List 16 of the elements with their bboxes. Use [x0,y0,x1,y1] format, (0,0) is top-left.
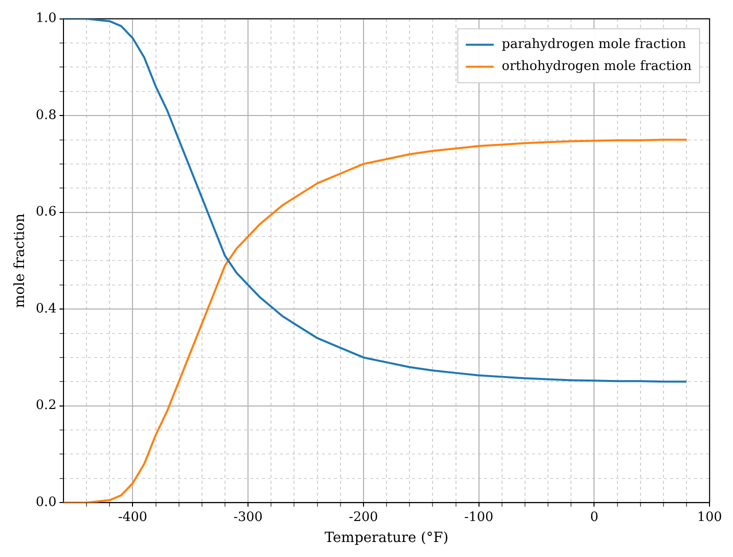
x-tick-label: -300 [233,510,263,525]
x-tick-label: -200 [348,510,378,525]
y-tick-label: 1.0 [36,11,56,26]
y-tick-label: 0.6 [36,204,56,220]
x-tick-label: -100 [464,510,494,525]
y-tick-label: 0.0 [36,494,56,510]
y-tick-label: 0.2 [36,398,56,414]
y-tick-label: 0.8 [36,108,56,123]
x-tick-label: 100 [697,510,722,525]
y-tick-label: 0.4 [36,301,56,316]
legend-label: orthohydrogen mole fraction [502,59,692,74]
x-tick-label: -400 [118,510,148,525]
y-axis-title: mole fraction [12,213,28,308]
legend-label: parahydrogen mole fraction [502,37,687,52]
x-tick-label: 0 [590,510,598,525]
x-axis-title: Temperature (°F) [324,530,448,546]
